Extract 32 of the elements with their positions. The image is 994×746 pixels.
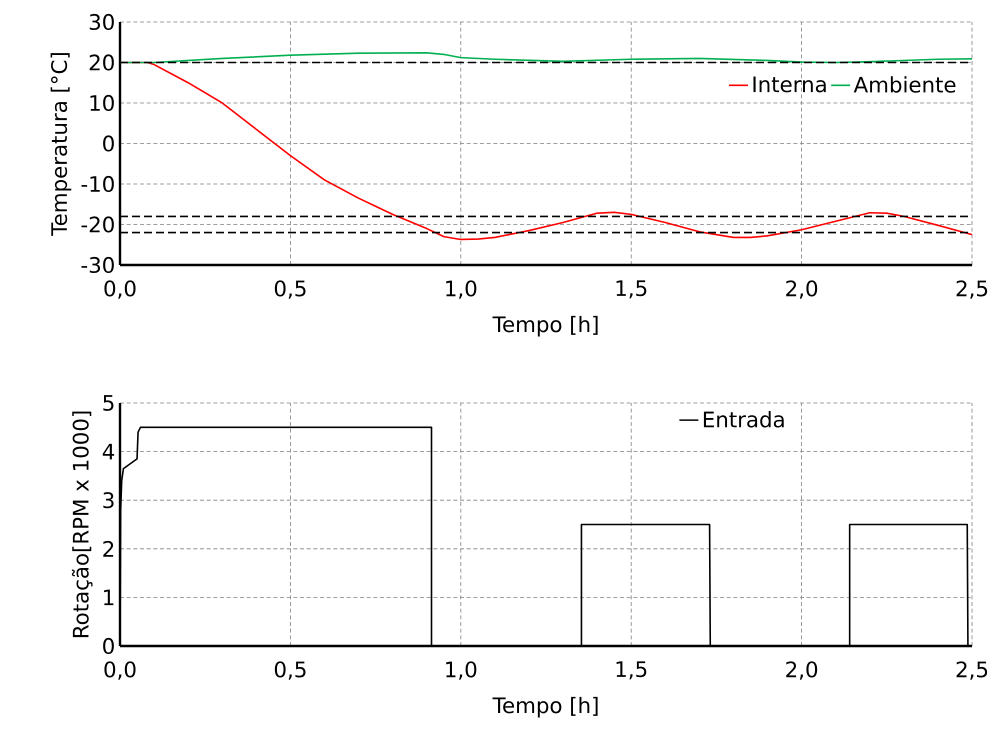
x-tick-label: 1,0 xyxy=(446,661,476,680)
legend-label: Ambiente xyxy=(854,76,956,93)
y-tick-label: 5 xyxy=(103,395,114,411)
y-tick-label: 30 xyxy=(90,14,114,30)
y-tick-label: -30 xyxy=(81,256,114,274)
x-axis-title: Tempo [h] xyxy=(492,696,598,718)
y-tick-label: 0 xyxy=(103,135,114,152)
x-tick-label: 0,5 xyxy=(274,661,306,680)
legend-label: Interna xyxy=(753,76,826,92)
x-tick-label: 2,0 xyxy=(786,280,818,299)
legend-label: Entrada xyxy=(704,411,784,428)
x-tick-label: 1,0 xyxy=(446,280,476,299)
x-tick-label: 2,5 xyxy=(956,661,988,680)
x-tick-label: 0,0 xyxy=(104,661,136,680)
x-tick-label: 1,5 xyxy=(616,661,646,680)
y-tick-label: 3 xyxy=(103,492,114,508)
y-axis-title: Temperatura [°C] xyxy=(50,53,72,236)
y-tick-label: 4 xyxy=(102,444,114,460)
x-tick-label: 0,5 xyxy=(274,280,306,299)
x-tick-label: 0,0 xyxy=(104,280,136,299)
x-tick-label: 1,5 xyxy=(616,280,646,298)
x-axis-title: Tempo [h] xyxy=(492,316,598,336)
x-tick-label: 2,0 xyxy=(786,661,818,680)
y-tick-label: -10 xyxy=(81,176,114,192)
y-tick-label: -20 xyxy=(81,216,114,233)
y-tick-label: 2 xyxy=(103,540,114,557)
x-tick-label: 2,5 xyxy=(956,280,988,299)
y-axis-title: Rotação[RPM x 1000] xyxy=(72,412,93,638)
y-tick-label: 20 xyxy=(90,54,114,71)
y-tick-label: 0 xyxy=(103,638,114,654)
y-tick-label: 10 xyxy=(90,94,114,112)
y-tick-label: 1 xyxy=(104,590,114,606)
